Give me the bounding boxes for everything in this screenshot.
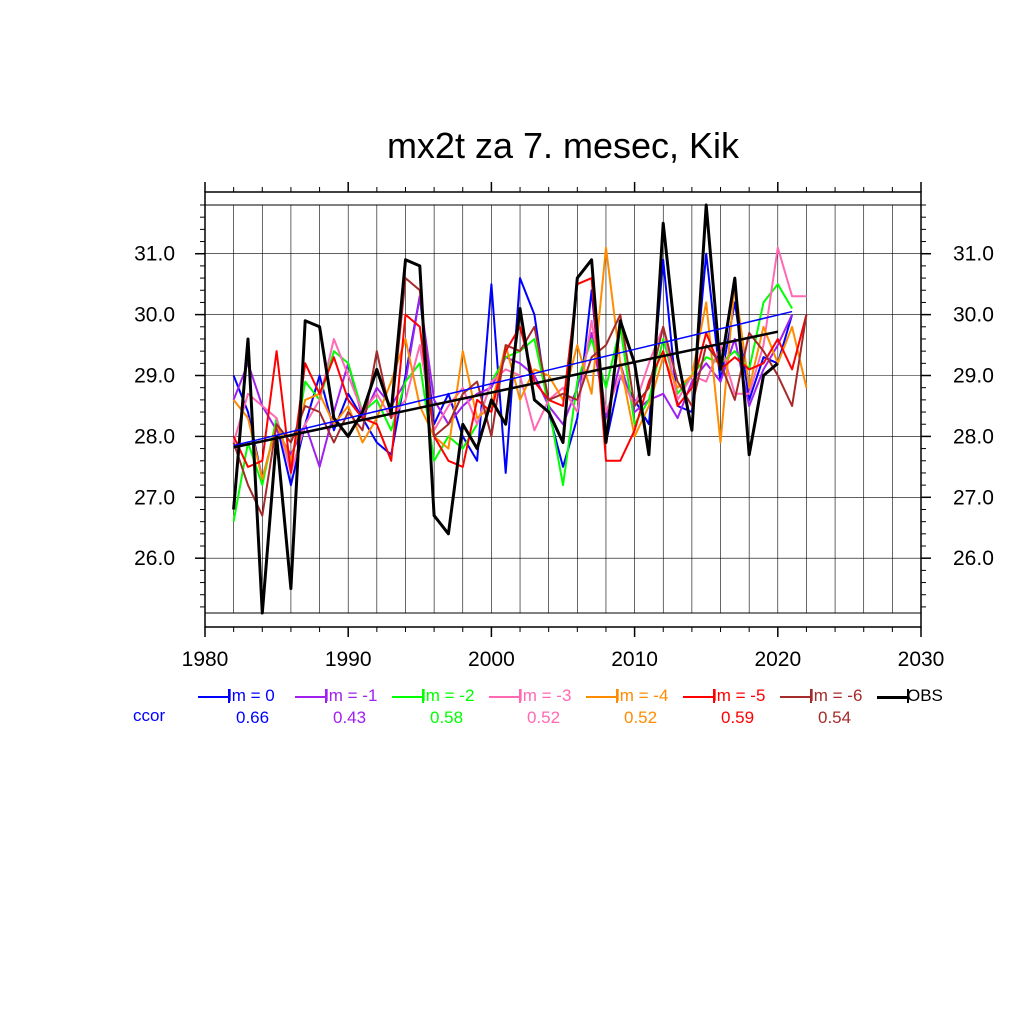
y-tick-label-right: 30.0 — [953, 304, 994, 327]
trend-line-lm-0 — [233, 310, 793, 447]
x-tick-label: 1980 — [182, 648, 229, 671]
series-line-lm-4 — [232, 246, 808, 480]
y-tick-label: 30.0 — [134, 304, 175, 327]
series-line-lm-3 — [232, 246, 807, 474]
x-tick-label: 2000 — [468, 648, 515, 671]
axes: 1980 1990 2000 2010 2020 2030 26.0 26.0 27.0 27.0… — [134, 182, 994, 671]
chart-title: mx2t za 7. mesec, Kik — [387, 125, 740, 166]
series-line-lm-6 — [232, 277, 808, 517]
y-tick-label-right: 26.0 — [953, 547, 994, 570]
plot-frame — [204, 191, 922, 628]
trend-lines — [233, 310, 793, 449]
y-tick-label-right: 27.0 — [953, 486, 994, 509]
trend-line-obs — [233, 330, 779, 449]
x-tick-label: 1990 — [325, 648, 372, 671]
x-tick-label: 2020 — [754, 648, 801, 671]
y-tick-label: 26.0 — [134, 547, 175, 570]
y-tick-label: 28.0 — [134, 425, 175, 448]
y-tick-label-right: 29.0 — [953, 365, 994, 388]
series-line-obs — [232, 203, 779, 615]
y-tick-label-right: 28.0 — [953, 425, 994, 448]
x-tick-label: 2010 — [611, 648, 658, 671]
y-tick-label: 27.0 — [134, 486, 175, 509]
x-tick-label: 2030 — [898, 648, 945, 671]
y-tick-label-right: 31.0 — [953, 243, 994, 266]
y-tick-label: 29.0 — [134, 365, 175, 388]
y-tick-label: 31.0 — [134, 243, 175, 266]
